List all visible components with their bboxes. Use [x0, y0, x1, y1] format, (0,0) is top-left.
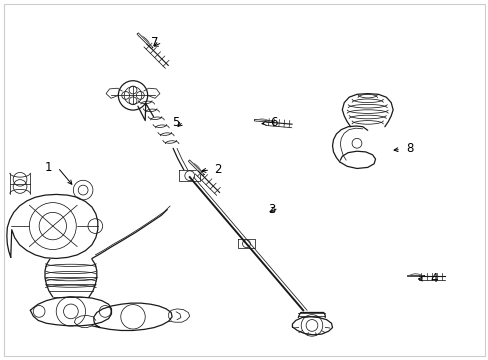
Text: 2: 2: [213, 163, 221, 176]
Text: 6: 6: [269, 116, 277, 129]
Polygon shape: [254, 120, 271, 122]
Text: 8: 8: [405, 142, 413, 155]
Polygon shape: [137, 33, 152, 49]
Text: 4: 4: [429, 273, 437, 285]
Text: 1: 1: [44, 161, 52, 174]
Polygon shape: [188, 160, 203, 176]
Text: 7: 7: [150, 36, 158, 49]
Polygon shape: [406, 275, 424, 276]
Text: 5: 5: [172, 116, 180, 129]
Text: 3: 3: [267, 203, 275, 216]
